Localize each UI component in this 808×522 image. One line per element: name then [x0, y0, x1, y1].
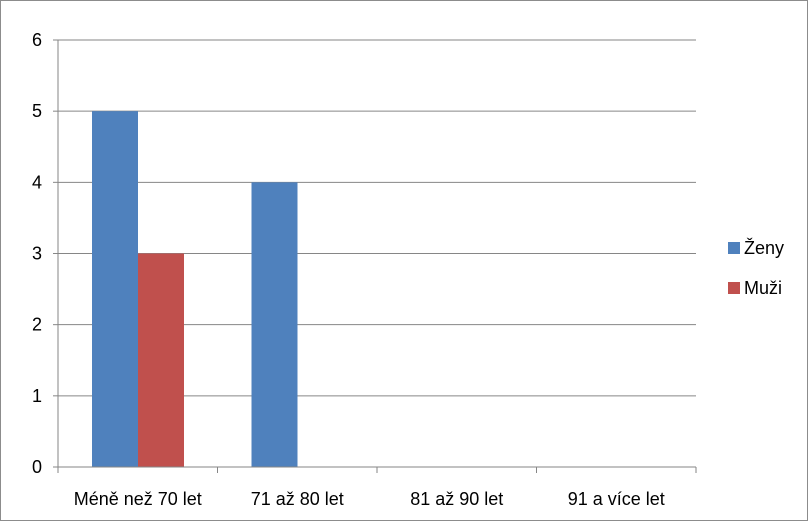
- y-tick-label: 0: [32, 457, 42, 477]
- axes: [53, 39, 697, 473]
- x-category-label: Méně než 70 let: [74, 489, 202, 509]
- x-category-label: 81 až 90 let: [410, 489, 503, 509]
- x-category-label: 91 a více let: [568, 489, 665, 509]
- legend-swatch-muzi: [728, 282, 740, 294]
- bar-zeny-1: [251, 182, 298, 468]
- legend-label-muzi: Muži: [744, 278, 782, 298]
- bar-muzi-0: [138, 253, 184, 467]
- y-tick-label: 6: [32, 30, 42, 50]
- y-tick-labels: 0 1 2 3 4 5 6: [32, 30, 42, 477]
- y-tick-label: 1: [32, 386, 42, 406]
- y-tick-label: 2: [32, 315, 42, 335]
- legend-label-zeny: Ženy: [744, 238, 784, 258]
- y-tick-label: 3: [32, 244, 42, 264]
- x-category-label: 71 až 80 let: [251, 489, 344, 509]
- bar-zeny-0: [92, 111, 138, 468]
- bars: [92, 111, 298, 468]
- x-tick-labels: Méně než 70 let 71 až 80 let 81 až 90 let 9…: [74, 489, 665, 509]
- legend: Ženy Muži: [728, 238, 784, 298]
- legend-swatch-zeny: [728, 242, 740, 254]
- y-tick-label: 5: [32, 101, 42, 121]
- y-tick-label: 4: [32, 172, 42, 192]
